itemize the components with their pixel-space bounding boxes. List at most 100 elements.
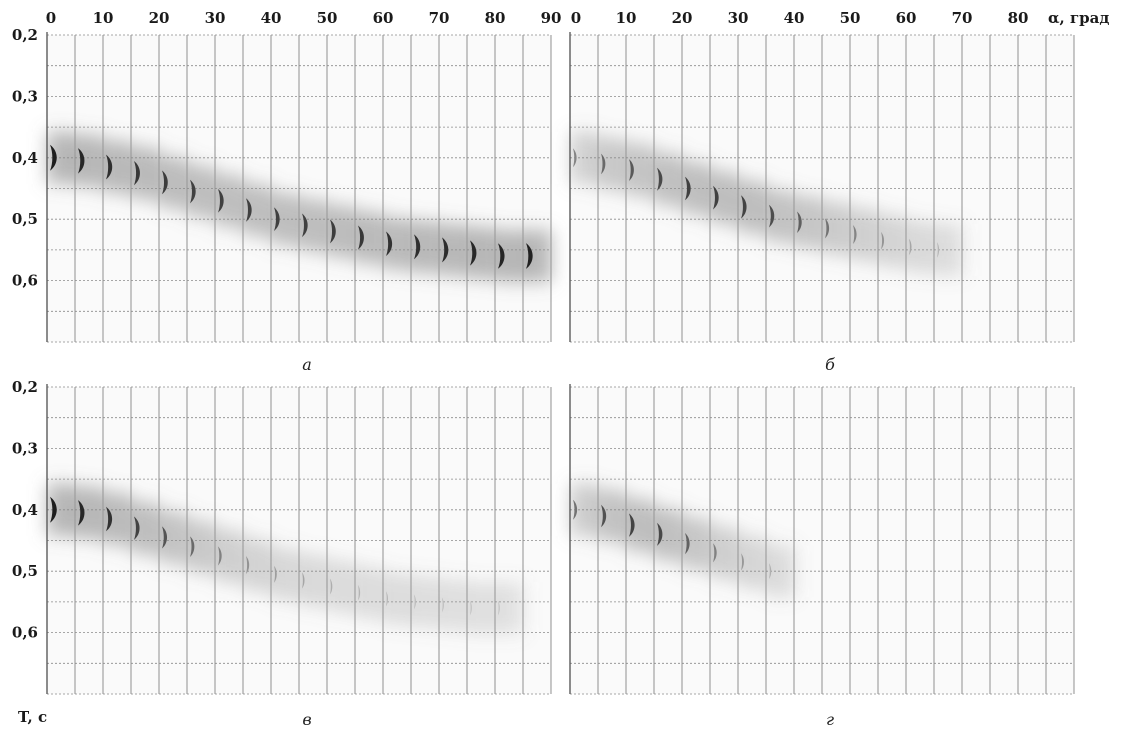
panel-б [569,32,1075,343]
peak-marker [50,144,57,171]
x-tick-label: 70 [952,9,973,27]
band-segment [822,202,851,255]
peak-markers [573,499,772,580]
band-segment [243,183,272,236]
band-segment [159,511,188,564]
band-segment [682,517,711,570]
peak-marker [246,198,252,222]
panel-а [46,32,552,343]
peak-markers [50,496,500,616]
y-tick-label: 0,5 [12,210,38,228]
x-tick-label: 80 [485,9,506,27]
peak-marker [414,234,421,260]
band-segment [187,165,216,218]
peak-marker [797,211,802,233]
peak-marker [442,237,449,263]
band-segment [467,582,496,635]
band-segment [75,486,104,539]
band-segment [159,156,188,209]
grid [569,386,1075,695]
panel-label-г: г [826,710,834,729]
panel-label-а: а [302,355,312,374]
band-segment [710,171,739,224]
peak-marker [470,240,477,266]
band-segment [738,180,767,233]
peak-marker [330,578,333,595]
peak-marker [302,572,305,589]
peak-marker [78,148,85,174]
band-segment [467,226,496,279]
band-segment [75,134,104,187]
peak-marker [769,563,772,580]
band-segment [187,520,216,573]
y-tick-label: 0,2 [12,378,38,396]
x-tick-label: 20 [672,9,693,27]
band-segment [299,199,328,252]
y-tick-label: 0,3 [12,87,38,105]
x-tick-label: 30 [728,9,749,27]
peak-marker [246,556,250,574]
peak-marker [601,153,606,175]
peak-marker [162,526,168,549]
peak-marker [657,522,663,546]
peak-marker [274,565,277,583]
peak-marker [190,536,195,557]
band-segment [355,211,384,264]
panel-label-б: б [825,355,835,374]
y-tick-label: 0,6 [12,624,38,642]
peak-marker [601,504,607,528]
peak-marker [741,553,744,571]
peak-marker [442,597,444,613]
band-segment [598,137,627,190]
peak-marker [629,159,634,181]
x-tick-label: 40 [784,9,805,27]
y-tick-label: 0,5 [12,562,38,580]
x-tick-label: 40 [261,9,282,27]
x-tick-label: 60 [896,9,917,27]
band-segment [327,205,356,258]
x-tick-label: 10 [93,9,114,27]
peak-marker [526,243,533,269]
y-tick-label: 0,4 [12,149,38,167]
band-segment [131,502,160,555]
y-axis-title: T, с [18,708,47,726]
peak-marker [498,600,500,616]
band-segment [495,230,524,283]
band-segment [383,217,412,270]
x-tick-label: 0 [571,9,581,27]
band-segment [495,582,524,635]
panel-label-в: в [302,710,311,729]
peak-marker [274,207,280,231]
band-segment [523,230,552,283]
peak-marker [134,516,140,540]
peak-marker [909,238,912,256]
peak-marker [685,532,690,555]
band-segment [131,147,160,200]
peak-marker [741,195,747,219]
peak-markers [573,148,940,258]
x-tick-label: 90 [541,9,562,27]
peak-marker [106,506,113,532]
x-tick-label: 50 [840,9,861,27]
x-axis-title: α, град [1048,9,1109,27]
peak-marker [713,543,717,563]
peak-marker [134,161,140,186]
peak-marker [330,219,336,244]
band-segment [766,190,795,243]
peak-marker [190,179,196,204]
peak-marker [358,225,364,250]
band-segment [215,174,244,227]
peak-marker [414,594,416,610]
y-tick-label: 0,3 [12,439,38,457]
peak-marker [302,213,308,238]
band-segment [411,220,440,273]
x-tick-label: 30 [205,9,226,27]
y-tick-label: 0,6 [12,272,38,290]
peak-marker [218,546,222,566]
x-tick-label: 70 [429,9,450,27]
peak-marker [573,148,577,168]
labels-layer: 0,2 0,3 0,4 0,5 0,6 0 10 20 30 40 50 60 70 80 90 а 0 10 20… [12,9,1110,729]
y-tick-label: 0,4 [12,501,38,519]
x-tick-label: 60 [373,9,394,27]
peak-marker [386,591,389,607]
